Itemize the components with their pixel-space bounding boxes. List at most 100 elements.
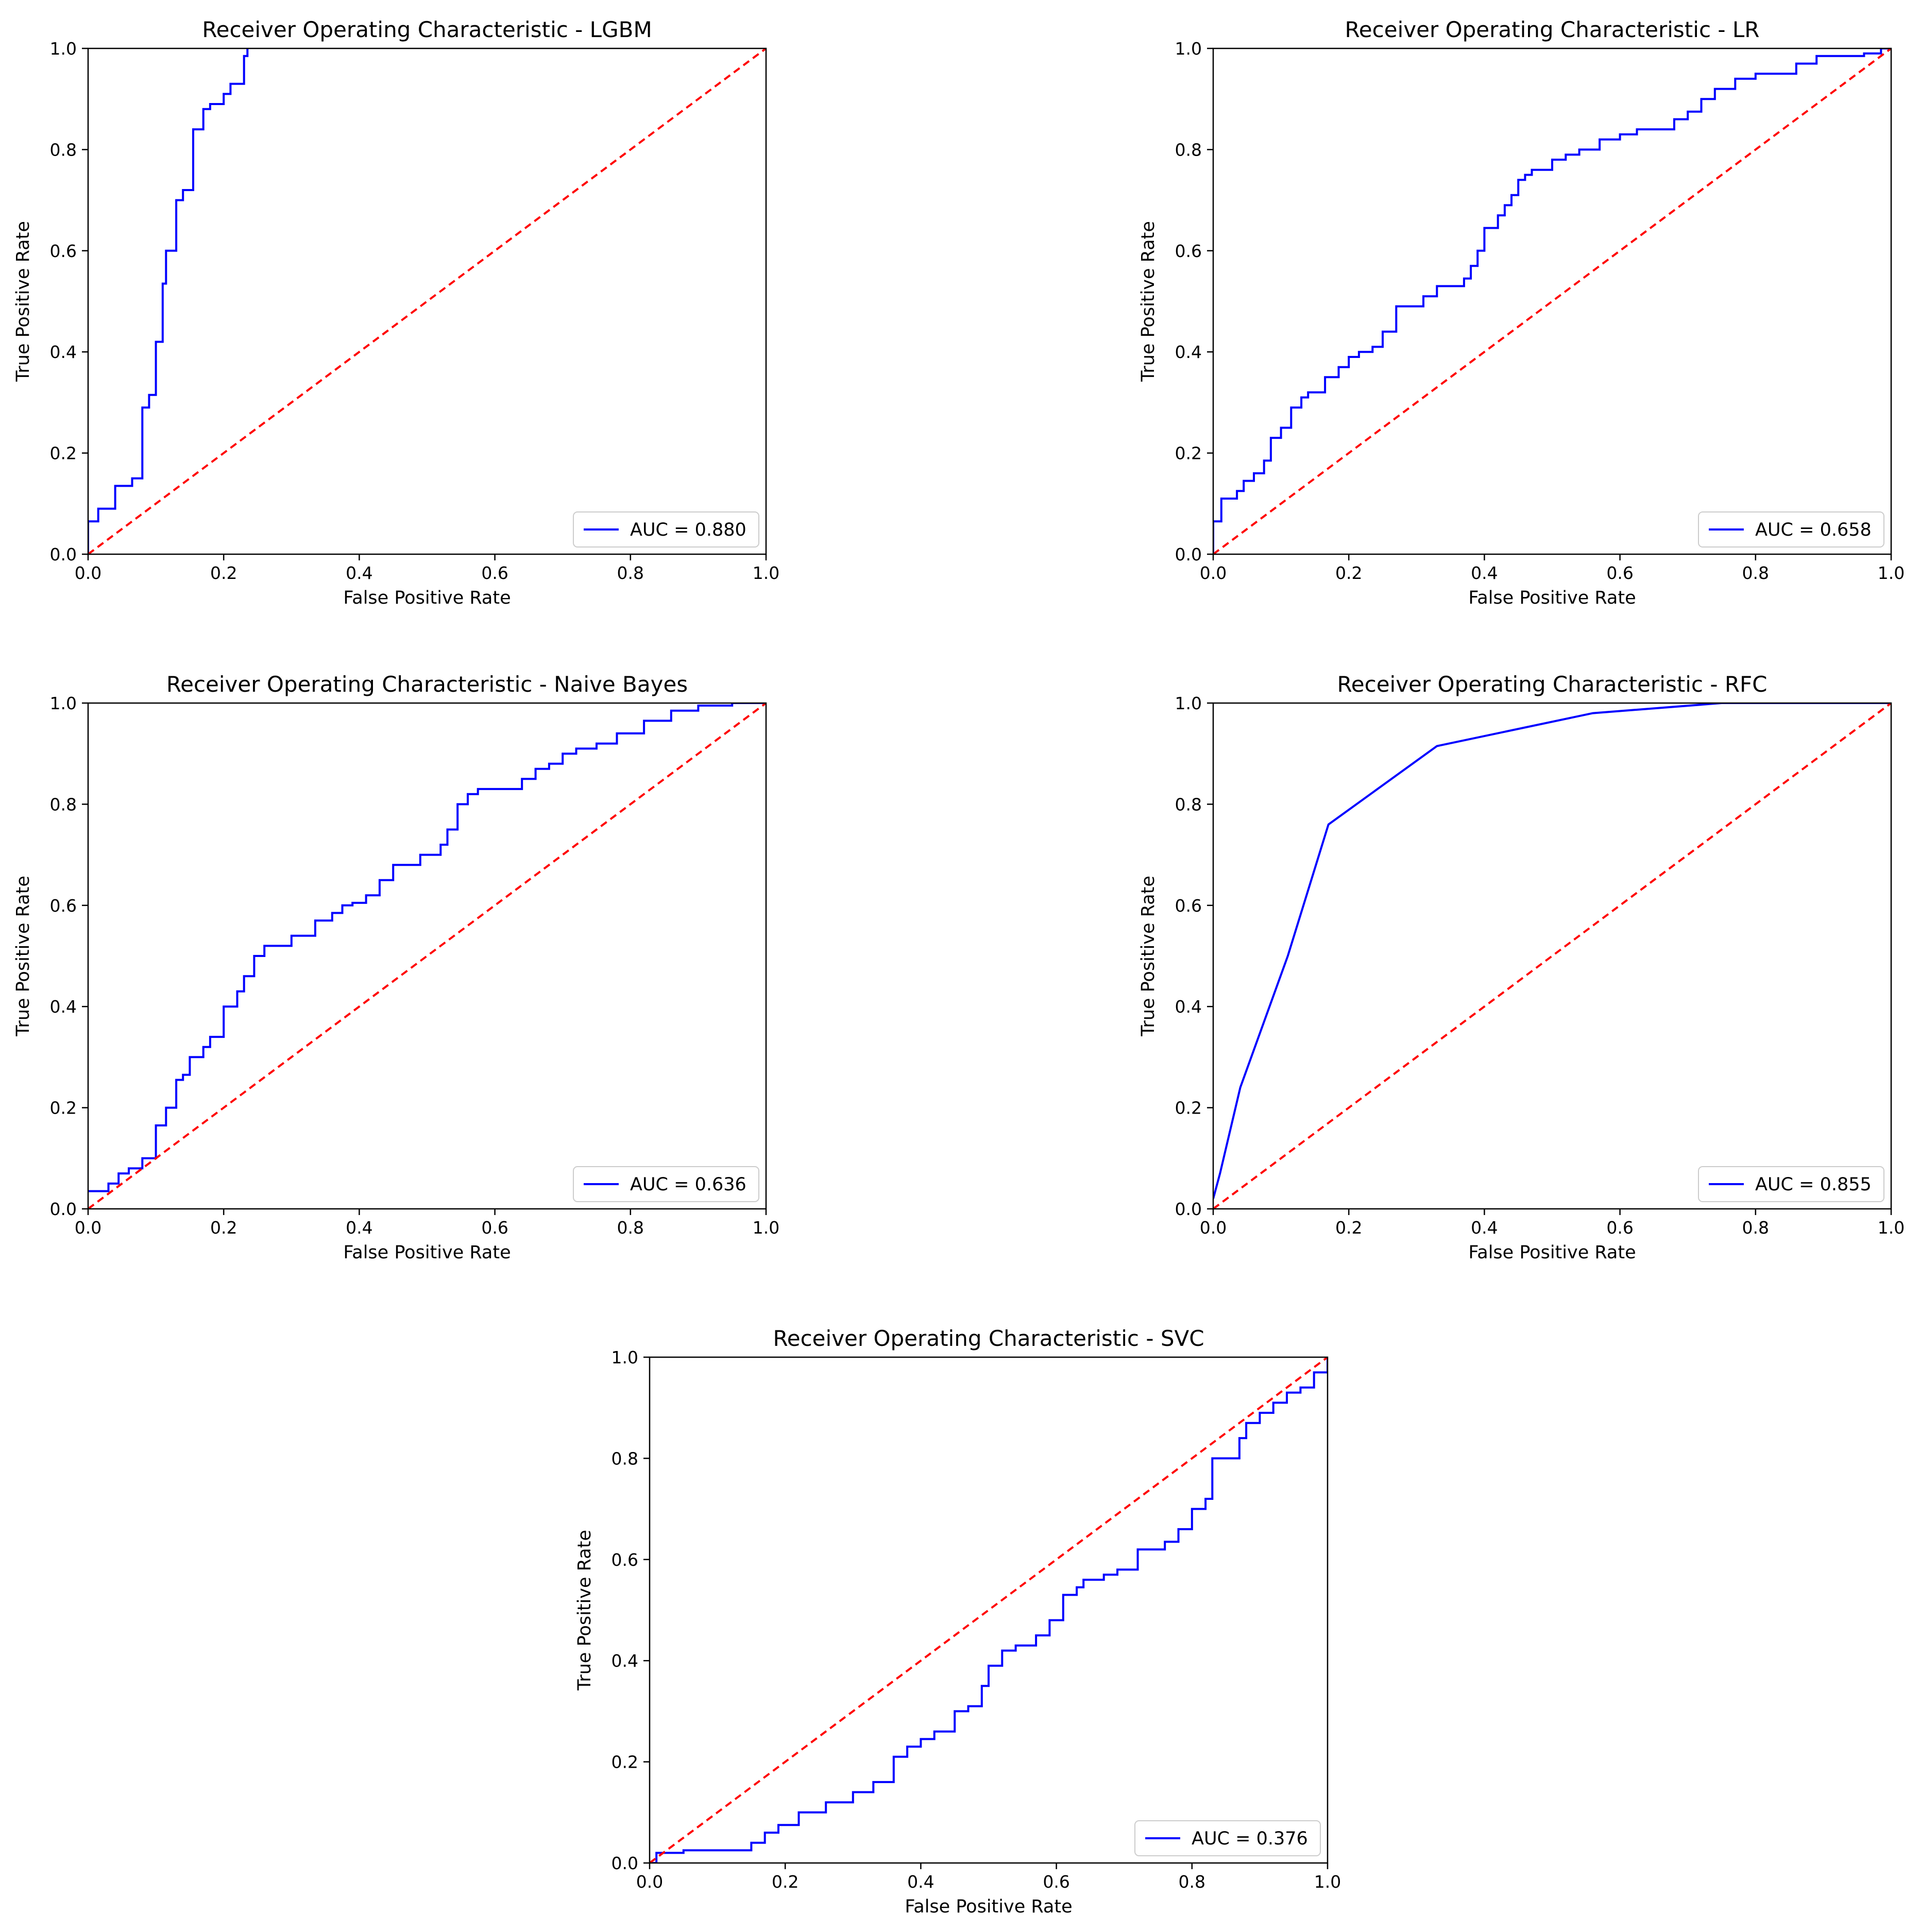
x-tick-label: 0.6 — [481, 563, 508, 583]
legend-box — [573, 1166, 759, 1202]
y-tick-label: 0.8 — [1175, 794, 1202, 814]
legend: AUC = 0.376 — [1134, 1820, 1321, 1856]
roc-panel-2: Receiver Operating Characteristic - LR 0.… — [1138, 17, 1905, 608]
y-tick-label: 0.4 — [1175, 997, 1202, 1017]
legend: AUC = 0.855 — [1698, 1166, 1884, 1202]
x-tick-label: 0.8 — [617, 563, 644, 583]
x-axis-label: False Positive Rate — [343, 588, 511, 608]
x-tick-label: 0.2 — [1335, 563, 1362, 583]
y-tick-label: 0.6 — [1175, 241, 1202, 261]
x-tick-label: 0.0 — [75, 1218, 101, 1238]
x-tick-label: 0.4 — [346, 1218, 372, 1238]
x-tick-label: 0.0 — [636, 1872, 663, 1892]
x-tick-label: 1.0 — [1878, 1218, 1905, 1238]
chart-title: Receiver Operating Characteristic - LGBM — [202, 17, 652, 42]
x-tick-label: 0.4 — [1471, 1218, 1498, 1238]
x-axis-label: False Positive Rate — [1468, 588, 1636, 608]
chance-diagonal-line — [1213, 703, 1891, 1209]
x-tick-label: 1.0 — [1314, 1872, 1341, 1892]
y-tick-label: 0.2 — [50, 1098, 77, 1118]
y-tick-label: 0.4 — [50, 997, 77, 1017]
axes-frame — [1212, 702, 1892, 1210]
chart-title: Receiver Operating Characteristic - SVC — [773, 1326, 1204, 1351]
legend-label: AUC = 0.636 — [630, 1174, 746, 1195]
legend-label: AUC = 0.658 — [1755, 520, 1872, 540]
chart-title: Receiver Operating Characteristic - RFC — [1337, 672, 1767, 697]
y-tick-label: 0.0 — [611, 1853, 638, 1873]
x-tick-label: 0.0 — [1200, 563, 1227, 583]
chance-diagonal-line — [88, 48, 766, 554]
y-tick-label: 0.0 — [50, 1199, 77, 1219]
y-tick-label: 0.6 — [611, 1550, 638, 1570]
x-tick-label: 0.2 — [210, 1218, 237, 1238]
legend-box — [1134, 1820, 1321, 1856]
chance-diagonal-line — [650, 1357, 1328, 1863]
chance-diagonal-line — [1213, 48, 1891, 554]
axes-frame — [87, 47, 767, 555]
chart-title: Receiver Operating Characteristic - Naiv… — [166, 672, 688, 697]
axes-frame — [87, 702, 767, 1210]
x-tick-label: 0.2 — [772, 1872, 798, 1892]
y-tick-label: 0.4 — [50, 342, 77, 362]
x-tick-label: 0.0 — [1200, 1218, 1227, 1238]
legend: AUC = 0.636 — [573, 1166, 759, 1202]
chart-title: Receiver Operating Characteristic - LR — [1345, 17, 1760, 42]
x-tick-label: 0.8 — [1179, 1872, 1205, 1892]
y-axis-label: True Positive Rate — [13, 221, 33, 382]
x-tick-label: 0.2 — [210, 563, 237, 583]
y-tick-label: 1.0 — [1175, 39, 1202, 59]
y-tick-label: 0.6 — [1175, 896, 1202, 916]
x-tick-label: 0.6 — [1606, 563, 1633, 583]
x-tick-label: 0.4 — [346, 563, 372, 583]
y-tick-label: 0.6 — [50, 241, 77, 261]
y-axis-label: True Positive Rate — [1138, 876, 1159, 1037]
roc-panel-5: Receiver Operating Characteristic - SVC 0… — [574, 1326, 1341, 1917]
roc-panel-1: Receiver Operating Characteristic - LGBM… — [13, 17, 779, 608]
y-tick-label: 0.4 — [611, 1651, 638, 1671]
y-tick-label: 0.2 — [1175, 1098, 1202, 1118]
axes-frame — [1212, 47, 1892, 555]
roc-curve — [88, 703, 766, 1192]
x-tick-label: 1.0 — [753, 1218, 779, 1238]
y-tick-label: 1.0 — [50, 39, 77, 59]
y-axis-label: True Positive Rate — [1138, 221, 1159, 382]
roc-curve — [88, 48, 249, 554]
x-tick-label: 1.0 — [1878, 563, 1905, 583]
roc-panel-4: Receiver Operating Characteristic - RFC 0… — [1138, 672, 1905, 1263]
y-tick-label: 0.8 — [1175, 140, 1202, 160]
x-tick-label: 0.8 — [1742, 563, 1769, 583]
y-tick-label: 1.0 — [611, 1347, 638, 1367]
x-tick-label: 0.8 — [617, 1218, 644, 1238]
y-tick-label: 0.4 — [1175, 342, 1202, 362]
legend-label: AUC = 0.855 — [1755, 1174, 1872, 1195]
y-tick-label: 0.2 — [1175, 443, 1202, 464]
y-axis-label: True Positive Rate — [13, 876, 33, 1037]
y-tick-label: 1.0 — [1175, 693, 1202, 713]
legend-box — [1698, 1166, 1884, 1202]
x-tick-label: 0.6 — [1606, 1218, 1633, 1238]
y-tick-label: 0.8 — [50, 794, 77, 814]
y-tick-label: 0.2 — [50, 443, 77, 464]
y-tick-label: 0.6 — [50, 896, 77, 916]
x-axis-label: False Positive Rate — [1468, 1242, 1636, 1263]
legend-box — [1698, 511, 1884, 548]
y-axis-label: True Positive Rate — [574, 1530, 595, 1691]
y-tick-label: 1.0 — [50, 693, 77, 713]
y-tick-label: 0.0 — [50, 544, 77, 565]
chance-diagonal-line — [88, 703, 766, 1209]
roc-curve — [650, 1357, 1328, 1863]
x-tick-label: 0.6 — [1043, 1872, 1069, 1892]
roc-curve — [1213, 703, 1891, 1199]
y-tick-label: 0.0 — [1175, 1199, 1202, 1219]
x-axis-label: False Positive Rate — [343, 1242, 511, 1263]
y-tick-label: 0.8 — [611, 1448, 638, 1468]
legend-box — [573, 511, 759, 548]
x-tick-label: 0.6 — [481, 1218, 508, 1238]
x-tick-label: 0.8 — [1742, 1218, 1769, 1238]
legend-label: AUC = 0.376 — [1192, 1828, 1308, 1849]
x-tick-label: 0.4 — [907, 1872, 934, 1892]
x-tick-label: 0.0 — [75, 563, 101, 583]
x-tick-label: 0.4 — [1471, 563, 1498, 583]
y-tick-label: 0.2 — [611, 1752, 638, 1772]
